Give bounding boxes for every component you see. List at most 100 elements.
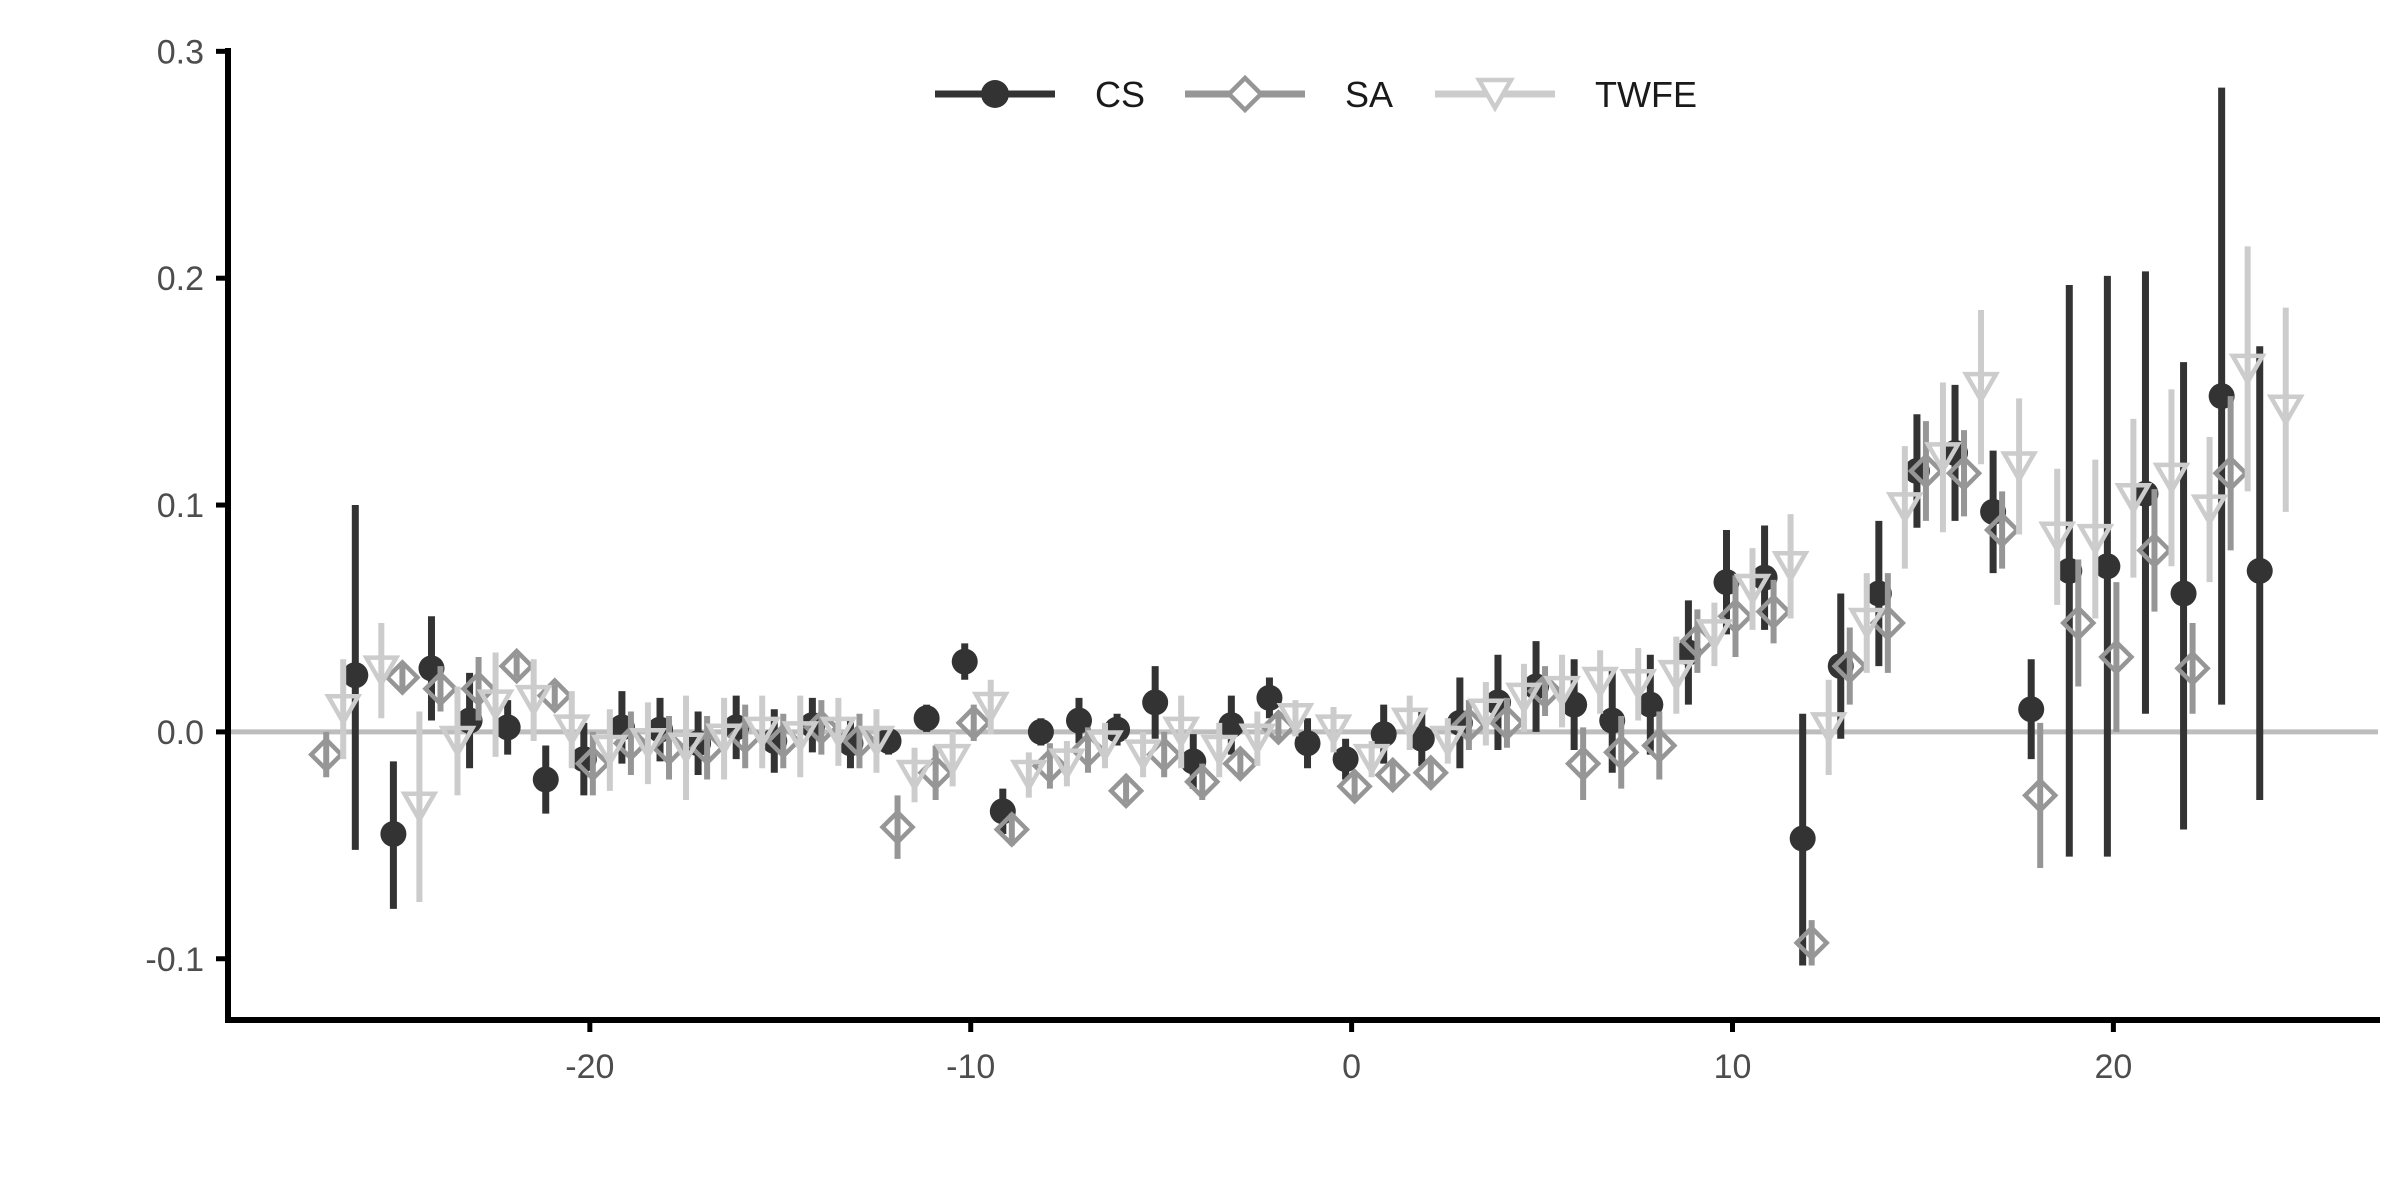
- point-sa: [1945, 455, 1983, 492]
- point-cs: [913, 705, 940, 732]
- point-twfe: [1390, 707, 1429, 741]
- point-cs: [1370, 721, 1397, 748]
- point-cs: [2018, 696, 2045, 723]
- point-twfe: [1847, 607, 1886, 641]
- point-cs: [1294, 730, 1321, 757]
- point-twfe: [1924, 442, 1962, 475]
- point-cs: [494, 714, 521, 741]
- x-tick-label: 10: [1714, 1048, 1752, 1086]
- legend-marker-triangle: [1475, 77, 1515, 113]
- point-twfe: [1200, 734, 1239, 768]
- point-sa: [2174, 650, 2211, 687]
- point-twfe: [1771, 551, 1810, 584]
- point-twfe: [857, 725, 896, 759]
- point-cs: [1637, 691, 1664, 718]
- point-cs: [532, 766, 559, 793]
- point-sa: [1603, 734, 1640, 771]
- point-twfe: [1505, 682, 1543, 716]
- point-twfe: [1695, 619, 1734, 652]
- point-sa: [2022, 777, 2059, 814]
- legend-label: TWFE: [1595, 74, 1697, 115]
- point-twfe: [629, 727, 667, 761]
- point-sa: [574, 745, 612, 782]
- point-twfe: [933, 743, 972, 777]
- y-tick-label: 0.2: [157, 260, 204, 298]
- point-sa: [955, 704, 992, 742]
- y-tick-label: 0.3: [157, 33, 204, 71]
- point-sa: [879, 808, 916, 846]
- point-sa: [2060, 604, 2097, 642]
- point-sa: [2136, 532, 2173, 569]
- point-sa: [2098, 638, 2135, 676]
- point-cs: [1142, 689, 1169, 716]
- point-twfe: [476, 689, 515, 723]
- point-sa: [1983, 511, 2021, 549]
- point-sa: [1184, 763, 1221, 800]
- point-twfe: [1352, 743, 1391, 777]
- point-twfe: [705, 723, 744, 757]
- point-twfe: [1809, 712, 1848, 745]
- legend: CS SA TWFE: [935, 74, 1697, 115]
- y-tick-label: 0.0: [157, 714, 204, 752]
- point-twfe: [324, 693, 363, 727]
- point-sa: [308, 736, 345, 773]
- y-tick-label: -0.1: [145, 941, 204, 979]
- point-twfe: [1885, 492, 1924, 525]
- point-cs: [380, 820, 407, 847]
- point-cs: [2246, 557, 2273, 584]
- point-sa: [1793, 924, 1830, 962]
- point-twfe: [2266, 394, 2305, 428]
- point-twfe: [2076, 523, 2115, 557]
- legend-label: SA: [1345, 74, 1393, 115]
- point-twfe: [1619, 669, 1658, 702]
- x-tick-label: -20: [565, 1048, 614, 1086]
- point-cs: [2094, 553, 2121, 580]
- legend-label: CS: [1095, 74, 1145, 115]
- point-cs: [1065, 707, 1092, 734]
- point-cs: [1218, 712, 1245, 739]
- point-twfe: [1086, 730, 1124, 764]
- point-twfe: [514, 684, 553, 718]
- axes-layer: -0.1 0.0 0.1 0.2 0.3 -20 -10 0 10 20: [145, 33, 2380, 1086]
- point-sa: [1641, 727, 1678, 764]
- point-twfe: [2228, 353, 2267, 387]
- point-cs: [951, 648, 978, 675]
- point-twfe: [1276, 703, 1315, 736]
- point-sa: [1717, 598, 1754, 635]
- point-twfe: [2000, 451, 2039, 484]
- point-twfe: [971, 691, 1010, 725]
- point-twfe: [743, 716, 782, 750]
- point-sa: [1450, 706, 1488, 744]
- point-cs: [1332, 746, 1359, 773]
- series-layer: [308, 87, 2305, 966]
- point-sa: [1336, 768, 1373, 805]
- point-sa: [1107, 772, 1145, 810]
- point-sa: [1831, 647, 1868, 685]
- point-cs: [1027, 718, 1054, 745]
- point-cs: [1256, 684, 1283, 711]
- legend-marker-diamond: [1225, 74, 1265, 114]
- point-twfe: [1314, 714, 1353, 748]
- point-sa: [498, 647, 535, 685]
- point-sa: [993, 811, 1030, 848]
- point-twfe: [781, 721, 820, 754]
- point-twfe: [552, 714, 591, 748]
- point-sa: [1755, 593, 1792, 630]
- point-twfe: [1543, 675, 1581, 709]
- point-sa: [422, 670, 459, 707]
- point-sa: [1222, 745, 1259, 782]
- point-sa: [1412, 754, 1449, 791]
- point-twfe: [667, 732, 705, 766]
- point-twfe: [590, 734, 629, 768]
- point-sa: [1488, 704, 1526, 742]
- legend-item-twfe: TWFE: [1435, 74, 1697, 115]
- point-cs: [1408, 725, 1435, 752]
- series-twfe: [324, 246, 2305, 903]
- point-sa: [1907, 452, 1945, 490]
- point-sa: [650, 729, 688, 766]
- point-twfe: [1009, 759, 1048, 793]
- point-twfe: [362, 655, 401, 689]
- point-twfe: [2038, 521, 2077, 555]
- point-sa: [2212, 455, 2249, 492]
- legend-item-cs: CS: [935, 74, 1145, 115]
